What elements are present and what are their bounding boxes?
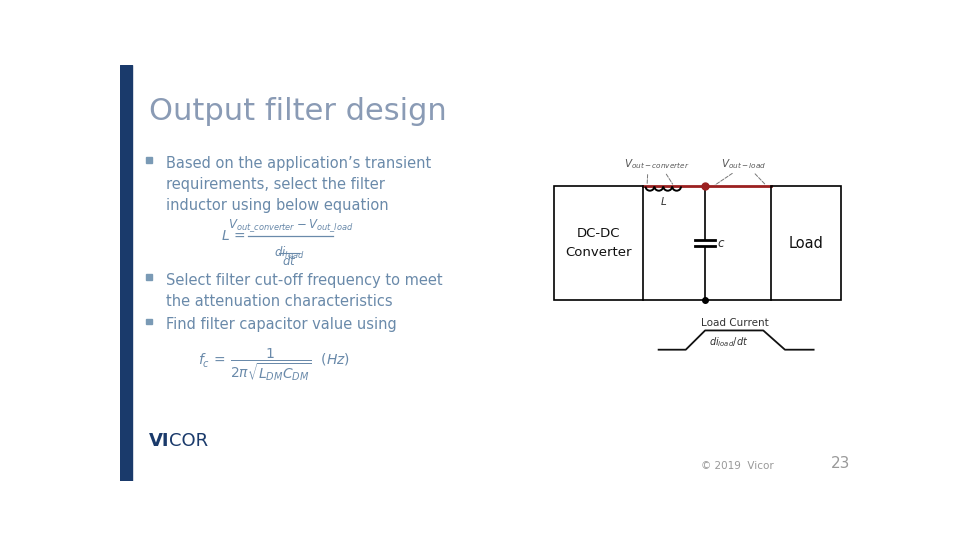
Bar bbox=[120, 65, 132, 481]
Text: $dt$: $dt$ bbox=[281, 254, 297, 268]
Text: $di_{load}/dt$: $di_{load}/dt$ bbox=[709, 335, 749, 349]
Text: c: c bbox=[717, 237, 724, 249]
Text: Load Current: Load Current bbox=[701, 318, 768, 328]
Bar bbox=[146, 157, 152, 163]
Text: $V_{out-converter}$: $V_{out-converter}$ bbox=[624, 157, 690, 171]
Text: $f_c\,=\,\dfrac{1}{2\pi\sqrt{L_{DM}C_{DM}}}\ \ (Hz)$: $f_c\,=\,\dfrac{1}{2\pi\sqrt{L_{DM}C_{DM… bbox=[198, 347, 349, 383]
Bar bbox=[771, 186, 841, 300]
Text: L: L bbox=[660, 197, 666, 207]
Text: Output filter design: Output filter design bbox=[150, 97, 447, 126]
Text: 23: 23 bbox=[831, 456, 851, 471]
Bar bbox=[146, 274, 152, 280]
Bar bbox=[146, 319, 152, 325]
Text: Load: Load bbox=[788, 235, 824, 251]
Text: Based on the application’s transient
requirements, select the filter
inductor us: Based on the application’s transient req… bbox=[166, 156, 432, 213]
Text: Find filter capacitor value using: Find filter capacitor value using bbox=[166, 318, 397, 332]
Text: Select filter cut-off frequency to meet
the attenuation characteristics: Select filter cut-off frequency to meet … bbox=[166, 273, 444, 309]
Text: VI: VI bbox=[149, 432, 169, 450]
Bar bbox=[554, 186, 643, 300]
Text: $V_{out-load}$: $V_{out-load}$ bbox=[721, 157, 767, 171]
Text: © 2019  Vicor: © 2019 Vicor bbox=[701, 461, 774, 471]
Text: $V_{out\_converter} - V_{out\_load}$: $V_{out\_converter} - V_{out\_load}$ bbox=[228, 218, 353, 234]
Text: $di_{load}$: $di_{load}$ bbox=[274, 245, 304, 261]
Text: DC-DC
Converter: DC-DC Converter bbox=[565, 227, 632, 259]
Text: $L\,=\,$: $L\,=\,$ bbox=[221, 229, 246, 243]
Text: COR: COR bbox=[169, 432, 208, 450]
